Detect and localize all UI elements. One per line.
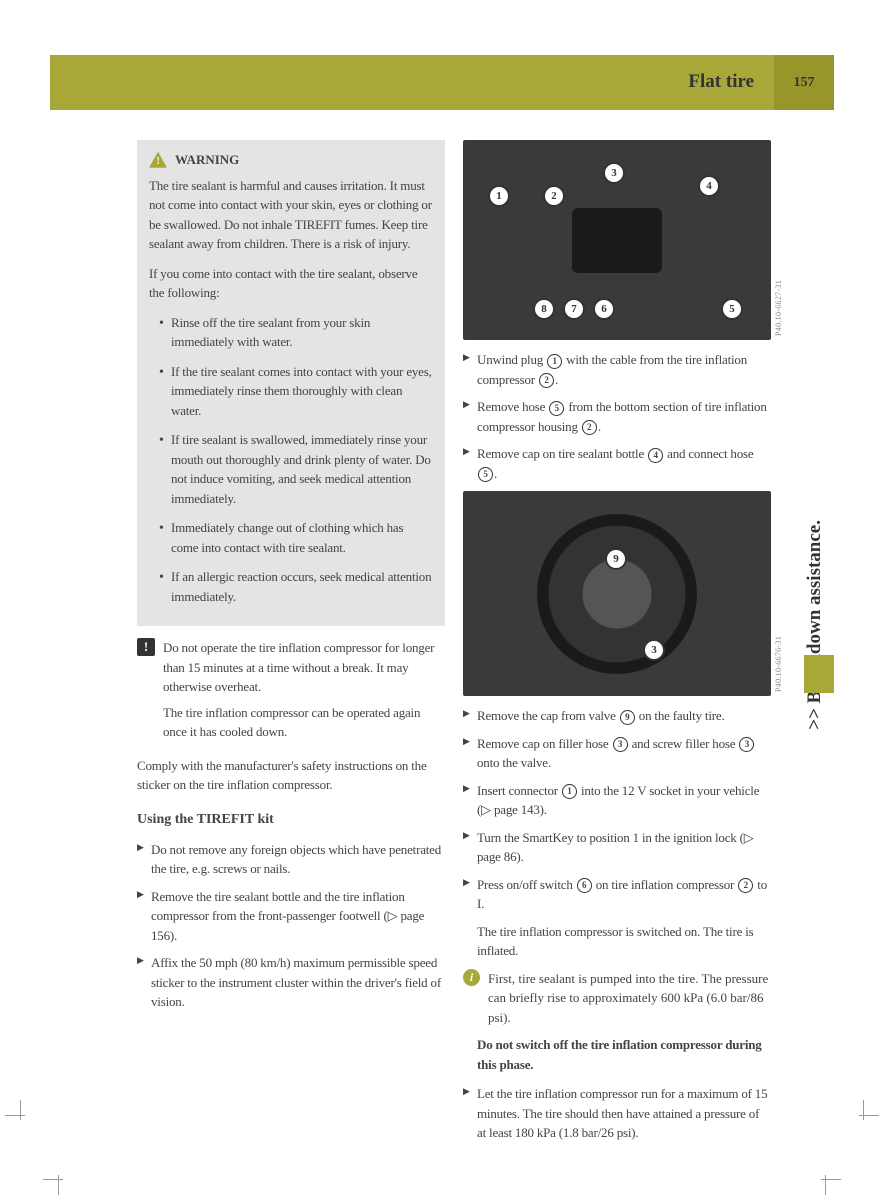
left-column: WARNING The tire sealant is harmful and …	[137, 140, 445, 1151]
crop-mark	[5, 1100, 35, 1130]
image2-caption: P40.10-6676-31	[773, 636, 785, 692]
info-i-icon: i	[463, 969, 480, 986]
image-callout-9: 9	[605, 548, 627, 570]
step-insert-connector: Insert connector 1 into the 12 V socket …	[463, 781, 771, 820]
final-step-list: Let the tire inflation compressor run fo…	[463, 1084, 771, 1143]
info-block: i First, tire sealant is pumped into the…	[463, 969, 771, 1028]
crop-mark	[811, 1165, 841, 1195]
instruction-step: Affix the 50 mph (80 km/h) maximum permi…	[137, 953, 445, 1012]
left-instruction-list: Do not remove any foreign objects which …	[137, 840, 445, 1012]
warning-box: WARNING The tire sealant is harmful and …	[137, 140, 445, 626]
note-p1: Do not operate the tire inflation compre…	[163, 638, 445, 697]
info-text: First, tire sealant is pumped into the t…	[488, 969, 771, 1028]
image-callout-3: 3	[643, 639, 665, 661]
note-p2: The tire inflation compressor can be ope…	[163, 703, 445, 742]
step-remove-cap-bottle: Remove cap on tire sealant bottle 4 and …	[463, 444, 771, 483]
image-callout-7: 7	[563, 298, 585, 320]
step-run-15-min: Let the tire inflation compressor run fo…	[463, 1084, 771, 1143]
step-remove-valve-cap: Remove the cap from valve 9 on the fault…	[463, 706, 771, 726]
crop-mark	[43, 1165, 73, 1195]
image1-caption: P40.10-6627-31	[773, 280, 785, 336]
do-not-switch-off: Do not switch off the tire inflation com…	[463, 1035, 771, 1074]
instruction-step: Remove the tire sealant bottle and the t…	[137, 887, 445, 946]
wheel-valve-image: P40.10-6676-31 93	[463, 491, 771, 696]
content-area: WARNING The tire sealant is harmful and …	[137, 140, 772, 1151]
warning-bullet: Rinse off the tire sealant from your ski…	[159, 313, 433, 352]
image-callout-5: 5	[721, 298, 743, 320]
page-header: Flat tire 157	[50, 55, 834, 110]
image-callout-1: 1	[488, 185, 510, 207]
image-callout-4: 4	[698, 175, 720, 197]
compressor-diagram-image: P40.10-6627-31 12345678	[463, 140, 771, 340]
compressor-on-result: The tire inflation compressor is switche…	[463, 922, 771, 961]
instruction-step: Do not remove any foreign objects which …	[137, 840, 445, 879]
warning-bullet: Immediately change out of clothing which…	[159, 518, 433, 557]
warning-p1: The tire sealant is harmful and causes i…	[149, 176, 433, 254]
header-title: Flat tire	[688, 68, 754, 97]
step-remove-hose: Remove hose 5 from the bottom section of…	[463, 397, 771, 436]
warning-header: WARNING	[149, 150, 433, 170]
warning-bullet: If an allergic reaction occurs, seek med…	[159, 567, 433, 606]
note-exclamation-icon: !	[137, 638, 155, 656]
page-number: 157	[774, 55, 834, 110]
warning-bullets: Rinse off the tire sealant from your ski…	[149, 313, 433, 607]
right-column: P40.10-6627-31 12345678 Unwind plug 1 wi…	[463, 140, 771, 1151]
step-unwind-plug: Unwind plug 1 with the cable from the ti…	[463, 350, 771, 389]
section-title: Using the TIREFIT kit	[137, 809, 445, 830]
image-callout-3: 3	[603, 162, 625, 184]
step-turn-smartkey: Turn the SmartKey to position 1 in the i…	[463, 828, 771, 867]
step-press-switch: Press on/off switch 6 on tire inflation …	[463, 875, 771, 914]
note-block: ! Do not operate the tire inflation comp…	[137, 638, 445, 748]
warning-title: WARNING	[175, 150, 239, 170]
right-instruction-list-1: Unwind plug 1 with the cable from the ti…	[463, 350, 771, 483]
image-callout-6: 6	[593, 298, 615, 320]
step-screw-filler-hose: Remove cap on filler hose 3 and screw fi…	[463, 734, 771, 773]
warning-triangle-icon	[149, 152, 167, 168]
warning-bullet: If tire sealant is swallowed, immediatel…	[159, 430, 433, 508]
side-accent-block	[804, 655, 834, 693]
side-section-label: >> Breakdown assistance.	[801, 520, 830, 730]
crop-mark	[849, 1100, 879, 1130]
image-callout-2: 2	[543, 185, 565, 207]
warning-p2: If you come into contact with the tire s…	[149, 264, 433, 303]
image-callout-8: 8	[533, 298, 555, 320]
right-instruction-list-2: Remove the cap from valve 9 on the fault…	[463, 706, 771, 914]
warning-bullet: If the tire sealant comes into contact w…	[159, 362, 433, 421]
comply-para: Comply with the manufacturer's safety in…	[137, 756, 445, 795]
